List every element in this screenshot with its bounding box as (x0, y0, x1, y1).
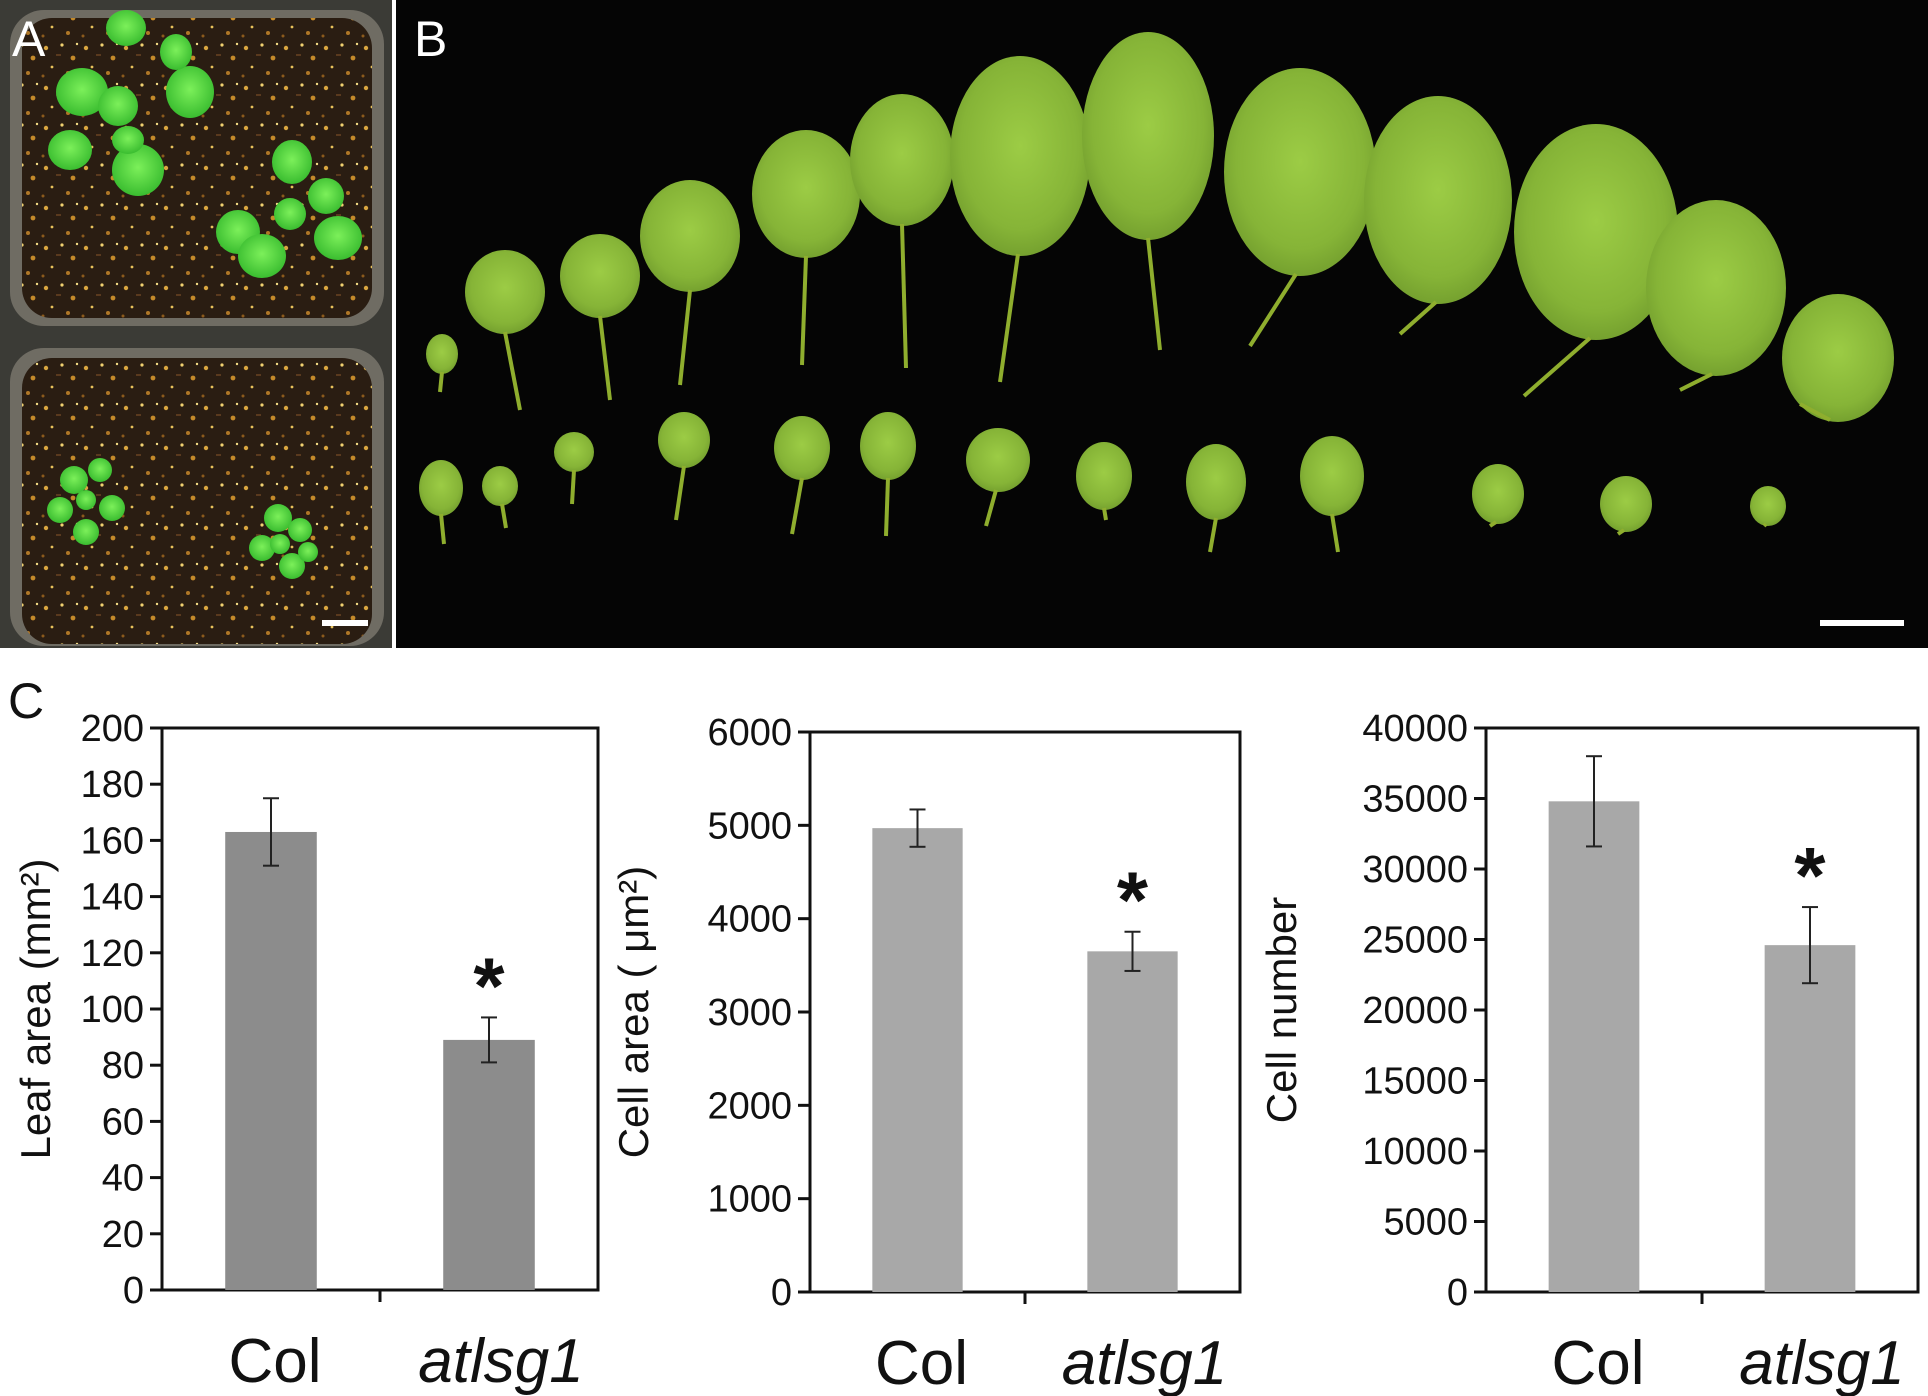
y-axis-title: Cell number (1258, 897, 1305, 1123)
y-tick-label: 160 (81, 820, 144, 862)
bar-atlsg1 (1087, 951, 1178, 1292)
leaf-wt-7 (950, 56, 1090, 383)
leaf-wt-4 (640, 180, 740, 386)
category-label: atlsg1 (418, 1327, 583, 1396)
panel-letter-c: C (8, 673, 44, 729)
y-tick-label: 10000 (1362, 1131, 1468, 1173)
y-tick-label: 4000 (707, 899, 792, 941)
bar-atlsg1 (1764, 945, 1856, 1292)
rosette-mutant-2 (249, 504, 318, 579)
leaf-mut-6 (860, 412, 916, 537)
leaf-wt-10 (1364, 96, 1512, 336)
leaf-wt-13 (1782, 294, 1894, 422)
y-tick-label: 200 (81, 708, 144, 750)
leaf-mut-5 (774, 416, 830, 535)
rosette-wildtype-1 (48, 10, 214, 196)
leaf-wt-8 (1082, 32, 1214, 351)
y-tick-label: 2000 (707, 1085, 792, 1127)
panel-b: B (396, 0, 1928, 648)
y-tick-label: 120 (81, 933, 144, 975)
panel-letter-a: A (12, 11, 46, 67)
y-tick-label: 35000 (1362, 779, 1468, 821)
y-tick-label: 15000 (1362, 1061, 1468, 1103)
leaf-wt-6 (850, 94, 954, 369)
chart-cell-area: 0 1000 2000 3000 4000 5000 6000 Col * atlsg1 Cell … (610, 712, 1242, 1396)
rosette-mutant-1 (47, 458, 125, 545)
scale-bar-a (322, 620, 368, 626)
bar-col (1548, 801, 1640, 1292)
y-tick-label: 5000 (1383, 1202, 1468, 1244)
y-tick-label: 0 (1447, 1272, 1468, 1314)
y-tick-label: 6000 (707, 712, 792, 754)
y-tick-label: 140 (81, 877, 144, 919)
scale-bar-b (1820, 620, 1904, 626)
y-axis-title: Cell area ( μm²) (610, 866, 657, 1159)
category-label: Col (228, 1327, 321, 1396)
category-label: Col (1551, 1329, 1644, 1396)
panel-c: C 0 20 40 60 80 100 120 140 160 180 200 Col * atlsg1 L… (8, 673, 1920, 1396)
leaf-mut-11 (1472, 464, 1524, 528)
leaf-mut-3 (554, 432, 594, 505)
panel-a: A (0, 0, 392, 648)
y-tick-label: 100 (81, 989, 144, 1031)
leaf-wt-2 (465, 250, 545, 411)
y-tick-label: 40000 (1362, 708, 1468, 750)
y-tick-label: 60 (102, 1101, 144, 1143)
leaf-wt-12 (1646, 200, 1786, 392)
y-tick-label: 0 (123, 1270, 144, 1312)
leaf-wt-9 (1224, 68, 1376, 348)
y-tick-label: 5000 (707, 805, 792, 847)
leaf-wt-1 (426, 334, 458, 393)
significance-marker: * (1117, 856, 1149, 945)
category-label: atlsg1 (1739, 1329, 1904, 1396)
leaf-mut-13 (1750, 486, 1786, 528)
leaf-mut-10 (1300, 436, 1364, 553)
y-tick-label: 3000 (707, 992, 792, 1034)
chart-leaf-area: 0 20 40 60 80 100 120 140 160 180 200 Col * atlsg1 Lea… (12, 708, 600, 1396)
y-tick-label: 180 (81, 764, 144, 806)
leaf-mut-2 (482, 466, 518, 529)
bar-col (872, 828, 963, 1292)
bar-col (225, 831, 317, 1290)
category-label: atlsg1 (1062, 1329, 1227, 1396)
soil-mutant (22, 358, 372, 644)
category-label: Col (875, 1329, 968, 1396)
leaf-mut-1 (419, 460, 463, 545)
significance-marker: * (1794, 831, 1826, 920)
y-tick-label: 0 (771, 1272, 792, 1314)
leaf-wt-3 (560, 234, 640, 401)
leaf-mut-8 (1076, 442, 1132, 521)
y-tick-label: 20000 (1362, 990, 1468, 1032)
leaf-series-wildtype (426, 32, 1894, 422)
panel-letter-b: B (414, 11, 447, 67)
y-tick-label: 30000 (1362, 849, 1468, 891)
leaf-series-mutant (419, 412, 1786, 553)
y-tick-label: 80 (102, 1045, 144, 1087)
leaf-mut-4 (658, 412, 710, 521)
y-tick-label: 20 (102, 1214, 144, 1256)
leaf-wt-11 (1514, 124, 1678, 398)
leaf-mut-7 (966, 428, 1030, 527)
leaf-mut-12 (1600, 476, 1652, 536)
leaf-mut-9 (1186, 444, 1246, 553)
bar-atlsg1 (443, 1039, 535, 1290)
y-tick-label: 40 (102, 1158, 144, 1200)
significance-marker: * (473, 941, 505, 1030)
y-tick-label: 1000 (707, 1179, 792, 1221)
chart-cell-number: 0 5000 10000 15000 20000 25000 30000 35000 40000… (1258, 708, 1920, 1396)
y-tick-label: 25000 (1362, 920, 1468, 962)
y-axis-title: Leaf area (mm²) (12, 858, 59, 1159)
leaf-wt-5 (752, 130, 860, 366)
rosette-wildtype-2 (216, 140, 362, 278)
